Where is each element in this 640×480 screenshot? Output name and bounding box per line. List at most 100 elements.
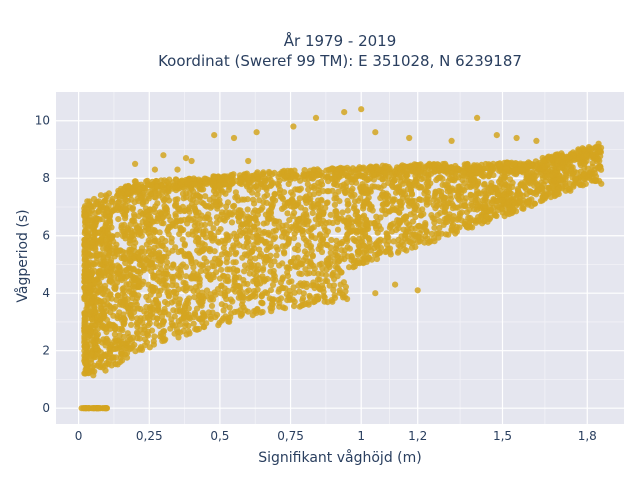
data-point bbox=[358, 106, 365, 113]
data-point bbox=[124, 226, 132, 233]
data-point bbox=[138, 248, 145, 255]
data-point bbox=[226, 266, 233, 273]
data-point bbox=[267, 287, 274, 294]
data-point bbox=[233, 193, 241, 200]
data-point bbox=[150, 288, 157, 295]
data-point bbox=[229, 298, 236, 305]
data-point bbox=[310, 279, 317, 286]
data-point bbox=[230, 259, 237, 266]
data-point bbox=[593, 158, 601, 165]
data-point bbox=[323, 174, 330, 181]
data-point bbox=[174, 196, 181, 203]
data-point bbox=[275, 182, 282, 189]
data-point bbox=[532, 172, 540, 179]
data-point bbox=[213, 219, 220, 226]
data-point bbox=[269, 296, 276, 303]
data-point bbox=[185, 295, 193, 302]
data-point bbox=[362, 233, 369, 240]
data-point bbox=[180, 327, 187, 335]
data-point bbox=[462, 218, 469, 225]
data-point bbox=[321, 224, 328, 231]
data-point bbox=[94, 252, 101, 259]
data-point bbox=[238, 301, 246, 308]
data-point bbox=[361, 255, 368, 262]
data-point bbox=[191, 310, 198, 317]
data-point bbox=[192, 284, 199, 291]
data-point bbox=[335, 188, 342, 195]
data-point bbox=[556, 176, 563, 183]
data-point bbox=[136, 346, 143, 353]
data-point bbox=[340, 218, 347, 225]
data-point bbox=[118, 190, 125, 197]
data-point bbox=[454, 204, 461, 211]
data-point bbox=[300, 235, 307, 242]
data-point bbox=[269, 171, 276, 178]
data-point bbox=[400, 241, 407, 248]
data-point bbox=[460, 169, 467, 176]
data-point bbox=[283, 230, 290, 237]
data-point bbox=[218, 251, 226, 258]
data-point bbox=[254, 220, 261, 227]
data-point bbox=[120, 321, 127, 328]
data-point bbox=[107, 233, 114, 240]
data-point bbox=[302, 254, 309, 261]
data-point bbox=[350, 264, 357, 271]
data-point bbox=[256, 197, 263, 204]
data-point bbox=[470, 176, 477, 183]
data-point bbox=[141, 314, 148, 321]
data-point bbox=[392, 281, 399, 288]
data-point bbox=[268, 214, 275, 221]
data-point bbox=[327, 254, 334, 261]
data-point bbox=[103, 245, 110, 252]
data-point bbox=[160, 214, 167, 221]
data-point bbox=[121, 210, 128, 217]
data-point bbox=[320, 293, 327, 300]
data-point bbox=[287, 199, 294, 206]
y-tick-label: 8 bbox=[42, 171, 50, 185]
data-point bbox=[118, 266, 125, 274]
data-point bbox=[253, 281, 261, 288]
data-point bbox=[301, 248, 308, 255]
data-point bbox=[252, 255, 259, 262]
data-point bbox=[315, 179, 322, 186]
data-point bbox=[141, 308, 148, 315]
data-point bbox=[315, 212, 322, 219]
x-tick-label: 0 bbox=[75, 429, 83, 443]
data-point bbox=[405, 181, 413, 188]
data-point bbox=[484, 165, 491, 172]
data-point bbox=[143, 220, 150, 227]
data-point bbox=[426, 238, 433, 245]
data-point bbox=[161, 202, 168, 210]
data-point bbox=[93, 332, 101, 339]
data-point bbox=[315, 270, 322, 277]
data-point bbox=[82, 405, 89, 412]
data-point bbox=[243, 234, 251, 241]
data-point bbox=[360, 212, 368, 219]
data-point bbox=[158, 219, 165, 227]
data-point bbox=[456, 210, 464, 217]
data-point bbox=[112, 341, 119, 348]
data-point bbox=[244, 244, 251, 251]
data-point bbox=[521, 183, 528, 190]
data-point bbox=[227, 233, 234, 240]
data-point bbox=[386, 208, 393, 215]
data-point bbox=[284, 272, 292, 280]
data-point bbox=[436, 168, 443, 175]
data-point bbox=[81, 248, 88, 255]
data-point bbox=[267, 176, 274, 183]
data-point bbox=[261, 193, 268, 200]
data-point bbox=[267, 240, 274, 247]
data-point bbox=[307, 294, 314, 301]
data-point bbox=[330, 269, 337, 276]
data-point bbox=[117, 358, 124, 366]
data-point bbox=[425, 175, 432, 182]
data-point bbox=[220, 244, 227, 251]
data-point bbox=[89, 239, 96, 246]
data-point bbox=[238, 310, 245, 317]
data-point bbox=[155, 302, 162, 309]
data-point bbox=[581, 160, 588, 167]
data-point bbox=[182, 320, 189, 327]
data-point bbox=[193, 234, 200, 241]
data-point bbox=[469, 202, 476, 209]
data-point bbox=[109, 279, 116, 286]
